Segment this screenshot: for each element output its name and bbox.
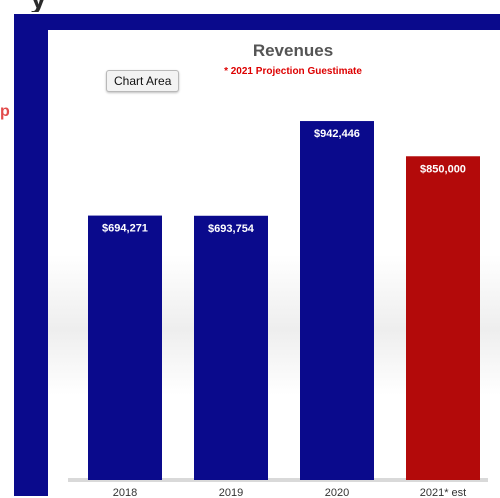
x-tick-label: 2021* est [420, 487, 466, 498]
data-label: $693,754 [208, 223, 255, 235]
bar-2021est[interactable] [406, 156, 480, 480]
chart-frame: Revenues * 2021 Projection Guestimate $6… [14, 14, 500, 498]
chart-subtitle: * 2021 Projection Guestimate [224, 66, 362, 77]
chart-baseline [68, 478, 488, 482]
x-tick-label: 2018 [113, 487, 137, 498]
background-text-fragment: p [0, 103, 10, 120]
chart-area[interactable]: Revenues * 2021 Projection Guestimate $6… [48, 30, 500, 498]
bar-2020[interactable] [300, 121, 374, 481]
data-label: $942,446 [314, 128, 360, 140]
bar-group: $694,271 2018 $693,754 2019 $942,446 2020 $850… [68, 121, 488, 498]
background-heading-fragment: y [30, 0, 90, 12]
x-tick-label: 2019 [219, 487, 243, 498]
chart-area-tooltip: Chart Area [106, 70, 180, 92]
data-label: $694,271 [102, 223, 148, 235]
data-label: $850,000 [420, 163, 466, 175]
chart-title: Revenues [253, 41, 333, 60]
revenue-bar-chart: Revenues * 2021 Projection Guestimate $6… [68, 41, 488, 498]
x-tick-label: 2020 [325, 487, 349, 498]
bar-2018[interactable] [88, 215, 162, 480]
bar-2019[interactable] [194, 215, 268, 481]
